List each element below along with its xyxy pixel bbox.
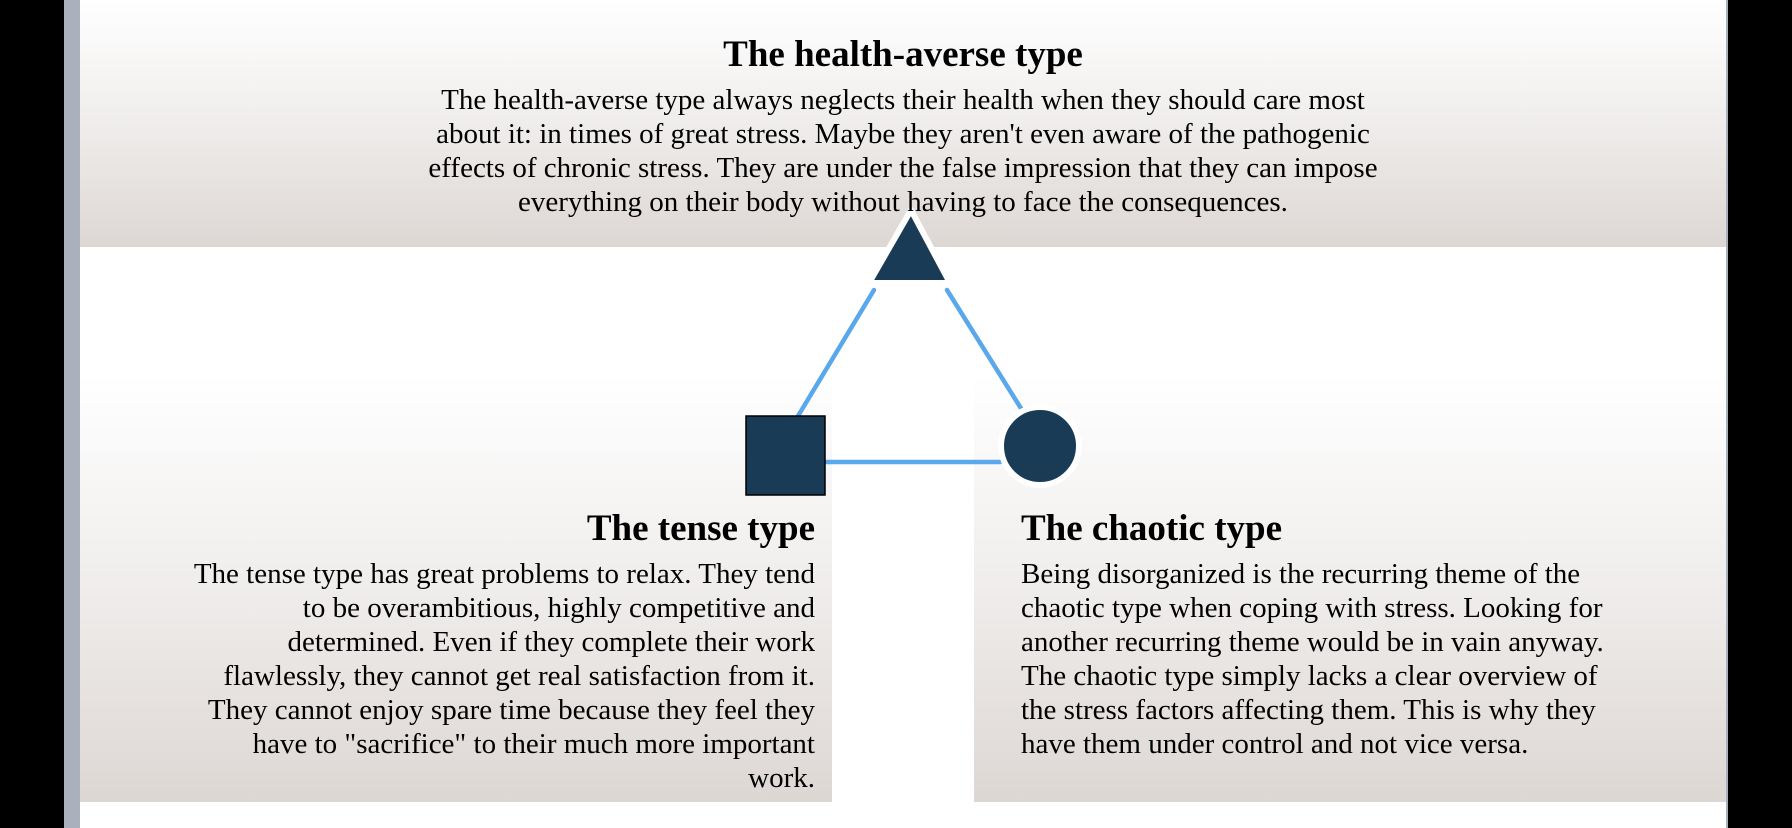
right-edge-rail (1726, 0, 1728, 828)
tense-square-shape (745, 415, 826, 496)
left-scrollbar-rail (64, 0, 80, 828)
connector-health-averse-chaotic (944, 287, 1025, 413)
chaotic-circle-shape (998, 404, 1082, 488)
health-averse-triangle-shape (866, 207, 953, 286)
health-averse-description: The health-averse type always neglects t… (428, 84, 1378, 218)
chaotic-description: Being disorganized is the recurring them… (1021, 558, 1604, 760)
chaotic-panel (974, 375, 1726, 802)
tense-panel (80, 375, 832, 802)
connector-health-averse-tense (795, 287, 877, 419)
types-triangle-diagram (745, 207, 1082, 496)
tense-description: The tense type has great problems to rel… (193, 558, 815, 794)
slide-page: The health-averse type The health-averse… (80, 0, 1726, 828)
health-averse-panel (80, 0, 1726, 247)
health-averse-title: The health-averse type (723, 34, 1083, 75)
chaotic-title: The chaotic type (1021, 508, 1283, 549)
tense-title: The tense type (586, 508, 815, 549)
